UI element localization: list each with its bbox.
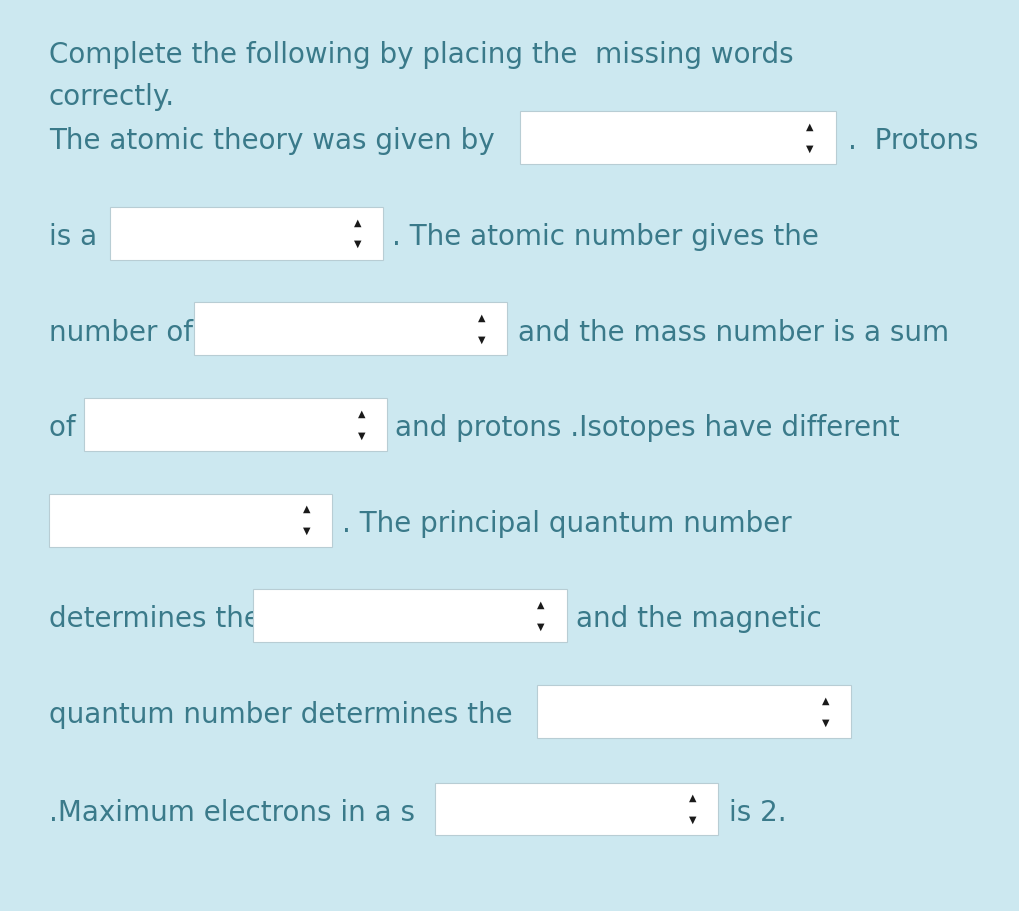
- Text: ▼: ▼: [354, 240, 362, 249]
- Text: is 2.: is 2.: [729, 799, 787, 826]
- Text: ▼: ▼: [806, 144, 814, 153]
- FancyBboxPatch shape: [520, 111, 836, 164]
- Text: ▼: ▼: [358, 431, 366, 440]
- Text: and the magnetic: and the magnetic: [576, 606, 821, 633]
- Text: number of: number of: [49, 319, 202, 346]
- FancyBboxPatch shape: [49, 494, 332, 547]
- FancyBboxPatch shape: [194, 302, 507, 355]
- FancyBboxPatch shape: [435, 783, 718, 835]
- FancyBboxPatch shape: [84, 398, 387, 451]
- Text: .Maximum electrons in a s: .Maximum electrons in a s: [49, 799, 424, 826]
- FancyBboxPatch shape: [537, 685, 851, 738]
- Text: Complete the following by placing the  missing words: Complete the following by placing the mi…: [49, 41, 794, 68]
- Text: . The atomic number gives the: . The atomic number gives the: [392, 223, 819, 251]
- Text: ▼: ▼: [689, 815, 697, 824]
- Text: is a: is a: [49, 223, 106, 251]
- Text: quantum number determines the: quantum number determines the: [49, 701, 522, 729]
- FancyBboxPatch shape: [253, 589, 567, 642]
- Text: The atomic theory was given by: The atomic theory was given by: [49, 128, 503, 155]
- Text: of: of: [49, 415, 85, 442]
- Text: ▲: ▲: [478, 313, 486, 322]
- Text: determines the: determines the: [49, 606, 270, 633]
- Text: ▼: ▼: [537, 622, 545, 631]
- Text: ▼: ▼: [821, 718, 829, 727]
- Text: ▼: ▼: [478, 335, 486, 344]
- Text: ▲: ▲: [303, 505, 311, 514]
- Text: ▼: ▼: [303, 527, 311, 536]
- Text: correctly.: correctly.: [49, 84, 175, 111]
- Text: and the mass number is a sum: and the mass number is a sum: [518, 319, 949, 346]
- Text: ▲: ▲: [358, 409, 366, 418]
- Text: ▲: ▲: [537, 600, 545, 609]
- Text: . The principal quantum number: . The principal quantum number: [342, 510, 792, 537]
- FancyBboxPatch shape: [110, 207, 383, 260]
- Text: ▲: ▲: [689, 793, 697, 803]
- Text: ▲: ▲: [821, 696, 829, 705]
- Text: ▲: ▲: [354, 218, 362, 227]
- Text: ▲: ▲: [806, 122, 814, 131]
- Text: .  Protons: . Protons: [848, 128, 978, 155]
- Text: and protons .Isotopes have different: and protons .Isotopes have different: [395, 415, 900, 442]
